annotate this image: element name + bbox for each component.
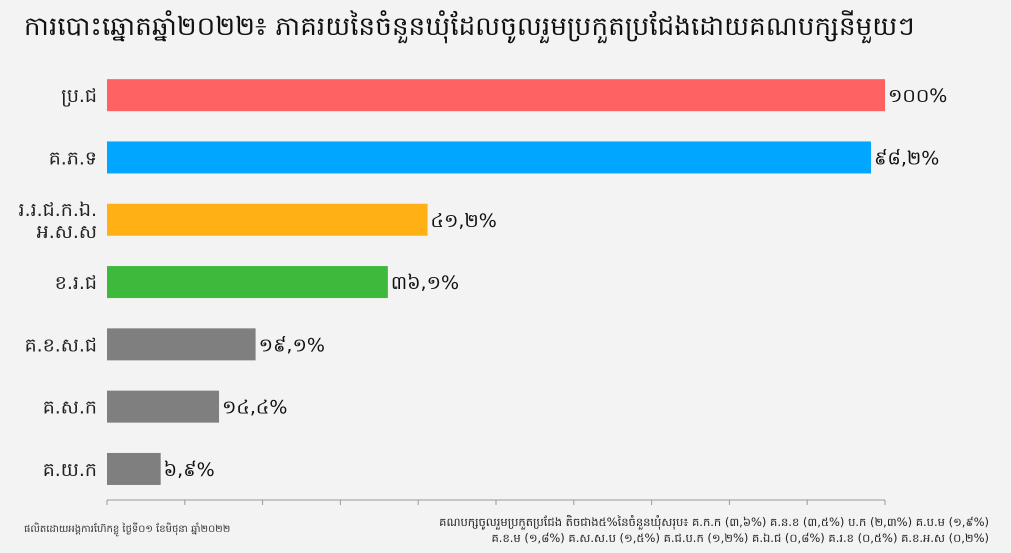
category-label: ខ.រ.ជ bbox=[55, 272, 97, 294]
data-label: ១០០% bbox=[888, 85, 947, 107]
bar bbox=[107, 79, 885, 112]
data-label: ៤១,២% bbox=[431, 210, 497, 232]
category-label: អ.ស.ស bbox=[37, 221, 97, 243]
footnote-line-1: គណបក្សចូលរួមប្រកួតប្រជែង តិចជាង៥%នៃចំនួន… bbox=[439, 515, 989, 529]
source-credit: ផលិតដោយអង្គការហ៊ែកខ្លូ ថ្ងៃទី០១ ខែមិថុនា… bbox=[24, 524, 231, 535]
category-label: គ.យ.ក bbox=[43, 459, 97, 481]
bar bbox=[107, 328, 256, 361]
data-label: ៩៨,២% bbox=[874, 147, 939, 169]
bar bbox=[107, 266, 388, 299]
bar bbox=[107, 203, 428, 236]
category-label: គ.ភ.ទ bbox=[49, 147, 97, 169]
data-label: ១៤,៤% bbox=[222, 397, 287, 419]
bar bbox=[107, 141, 871, 174]
bar bbox=[107, 452, 161, 485]
category-label: គ.ខ.ស.ជ bbox=[25, 334, 97, 356]
bar bbox=[107, 390, 220, 423]
chart-title: ការបោះឆ្នោតឆ្នាំ២០២២៖ ភាគរយនៃចំនួនឃុំដែល… bbox=[24, 12, 915, 42]
data-label: ១៩,១% bbox=[259, 334, 325, 356]
footnote-line-2: គ.ខ.ម (១,៨%) គ.ស.ស.ប (១,៥%) គ.ជ.ប.ក (១,២… bbox=[491, 531, 990, 545]
data-label: ៣៦,១% bbox=[391, 272, 459, 294]
category-label: គ.ស.ក bbox=[43, 397, 97, 419]
category-label: រ.រ.ជ.ក.ឯ. bbox=[19, 199, 97, 221]
category-label: ប្រ.ជ bbox=[61, 85, 97, 107]
data-label: ៦,៩% bbox=[164, 459, 215, 481]
footnote: គណបក្សចូលរួមប្រកួតប្រជែង តិចជាង៥%នៃចំនួន… bbox=[439, 514, 989, 546]
